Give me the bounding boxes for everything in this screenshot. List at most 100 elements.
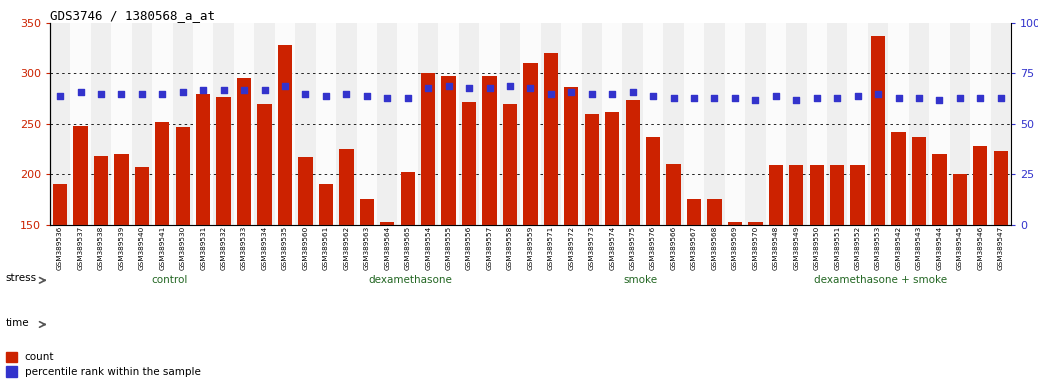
Bar: [748, 222, 763, 376]
Bar: [565, 86, 578, 376]
Bar: [295, 23, 316, 225]
Point: [461, 84, 477, 91]
Bar: [602, 23, 623, 225]
Bar: [541, 23, 562, 225]
Point: [318, 93, 334, 99]
Bar: [254, 23, 275, 225]
Bar: [523, 63, 538, 376]
Bar: [441, 76, 456, 376]
Bar: [626, 100, 639, 376]
Point: [277, 83, 294, 89]
Bar: [766, 23, 786, 225]
Bar: [459, 23, 480, 225]
Point: [686, 94, 703, 101]
Text: percentile rank within the sample: percentile rank within the sample: [25, 367, 200, 377]
Bar: [6, 352, 17, 362]
Text: 24 hrs: 24 hrs: [934, 319, 967, 329]
Bar: [953, 174, 967, 376]
Bar: [172, 23, 193, 225]
Point: [440, 83, 457, 89]
Point: [73, 89, 89, 95]
Bar: [6, 366, 17, 377]
Point: [256, 86, 273, 93]
Point: [891, 94, 907, 101]
Point: [645, 93, 661, 99]
Point: [154, 91, 170, 97]
Bar: [50, 23, 71, 225]
Bar: [684, 23, 704, 225]
Bar: [728, 222, 742, 376]
Bar: [810, 165, 824, 376]
Bar: [769, 165, 783, 376]
Text: control: control: [152, 275, 188, 285]
Point: [767, 93, 784, 99]
Bar: [153, 23, 172, 225]
Bar: [520, 23, 541, 225]
Text: 2 hrs: 2 hrs: [808, 319, 834, 329]
Bar: [707, 199, 721, 376]
Bar: [666, 164, 681, 376]
Point: [829, 94, 846, 101]
Text: stress: stress: [5, 273, 36, 283]
Point: [931, 97, 948, 103]
Bar: [502, 104, 517, 376]
Bar: [132, 23, 153, 225]
Bar: [807, 23, 827, 225]
Point: [113, 91, 130, 97]
Bar: [581, 23, 602, 225]
Bar: [237, 78, 251, 376]
Bar: [827, 23, 847, 225]
Point: [338, 91, 355, 97]
Point: [174, 89, 191, 95]
Bar: [830, 165, 844, 376]
Bar: [74, 126, 87, 376]
Text: 2 hrs: 2 hrs: [337, 319, 363, 329]
Bar: [257, 104, 272, 376]
Bar: [398, 23, 418, 225]
Text: 2 hrs: 2 hrs: [97, 319, 124, 329]
Bar: [316, 23, 336, 225]
Point: [52, 93, 69, 99]
Bar: [421, 73, 435, 376]
Text: smoke: smoke: [624, 275, 658, 285]
Bar: [53, 184, 67, 376]
Bar: [971, 23, 990, 225]
Bar: [196, 94, 211, 376]
Bar: [786, 23, 807, 225]
Bar: [377, 23, 398, 225]
Bar: [380, 222, 394, 376]
Bar: [275, 23, 295, 225]
Bar: [111, 23, 132, 225]
Bar: [114, 154, 129, 376]
Bar: [929, 23, 950, 225]
Bar: [993, 151, 1008, 376]
Point: [358, 93, 375, 99]
Bar: [871, 36, 885, 376]
Point: [604, 91, 621, 97]
Point: [788, 97, 804, 103]
Bar: [889, 23, 908, 225]
Text: dexamethasone + smoke: dexamethasone + smoke: [814, 275, 948, 285]
Point: [952, 94, 968, 101]
Point: [563, 89, 579, 95]
Bar: [339, 149, 354, 376]
Point: [809, 94, 825, 101]
Bar: [908, 23, 929, 225]
Point: [482, 84, 498, 91]
Point: [501, 83, 518, 89]
Point: [134, 91, 151, 97]
Bar: [175, 127, 190, 376]
Bar: [234, 23, 254, 225]
Bar: [357, 23, 377, 225]
Bar: [193, 23, 214, 225]
Bar: [868, 23, 889, 225]
Text: time: time: [5, 318, 29, 328]
Bar: [704, 23, 725, 225]
Point: [236, 86, 252, 93]
Point: [910, 94, 927, 101]
Point: [992, 94, 1009, 101]
Point: [419, 84, 436, 91]
Point: [583, 91, 600, 97]
Point: [870, 91, 886, 97]
Point: [543, 91, 559, 97]
